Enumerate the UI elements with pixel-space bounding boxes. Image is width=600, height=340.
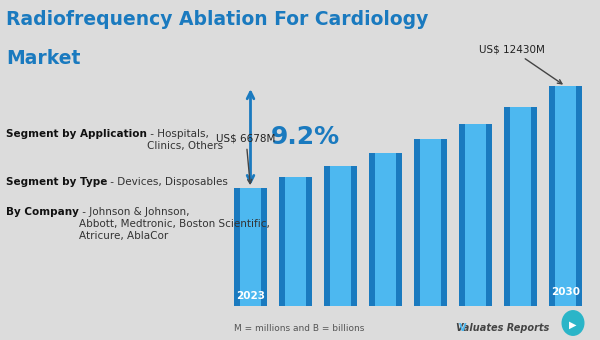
- Text: ▶: ▶: [569, 319, 577, 329]
- Text: By Company: By Company: [6, 207, 79, 217]
- Text: Segment by Application: Segment by Application: [6, 129, 147, 139]
- Text: Valuates Reports: Valuates Reports: [456, 323, 549, 333]
- Bar: [280, 177, 312, 306]
- Bar: [550, 86, 581, 306]
- Bar: [370, 153, 402, 306]
- Bar: [325, 166, 356, 306]
- Text: US$ 12430M: US$ 12430M: [479, 45, 562, 84]
- Bar: [465, 124, 486, 306]
- Bar: [240, 188, 261, 306]
- Text: 9.2%: 9.2%: [271, 125, 340, 149]
- Text: V: V: [459, 323, 467, 333]
- Bar: [460, 124, 492, 306]
- Bar: [235, 188, 266, 306]
- Text: 2023: 2023: [236, 291, 265, 301]
- Bar: [285, 177, 306, 306]
- Circle shape: [562, 311, 584, 335]
- Text: US$ 6678M: US$ 6678M: [217, 134, 275, 184]
- Bar: [504, 106, 537, 306]
- Text: - Johnson & Johnson,
Abbott, Medtronic, Boston Scientific,
Atricure, AblaCor: - Johnson & Johnson, Abbott, Medtronic, …: [79, 207, 270, 241]
- Text: Segment by Type: Segment by Type: [6, 177, 107, 187]
- Text: - Hospitals,
Clinics, Others: - Hospitals, Clinics, Others: [147, 129, 223, 151]
- Text: - Devices, Disposables: - Devices, Disposables: [107, 177, 228, 187]
- Text: M = millions and B = billions: M = millions and B = billions: [234, 324, 364, 333]
- Bar: [420, 139, 441, 306]
- Bar: [555, 86, 576, 306]
- Bar: [415, 139, 446, 306]
- Text: Market: Market: [6, 49, 80, 68]
- Text: Radiofrequency Ablation For Cardiology: Radiofrequency Ablation For Cardiology: [6, 10, 428, 29]
- Bar: [330, 166, 351, 306]
- Text: 2030: 2030: [551, 287, 580, 297]
- Bar: [375, 153, 396, 306]
- Bar: [510, 106, 531, 306]
